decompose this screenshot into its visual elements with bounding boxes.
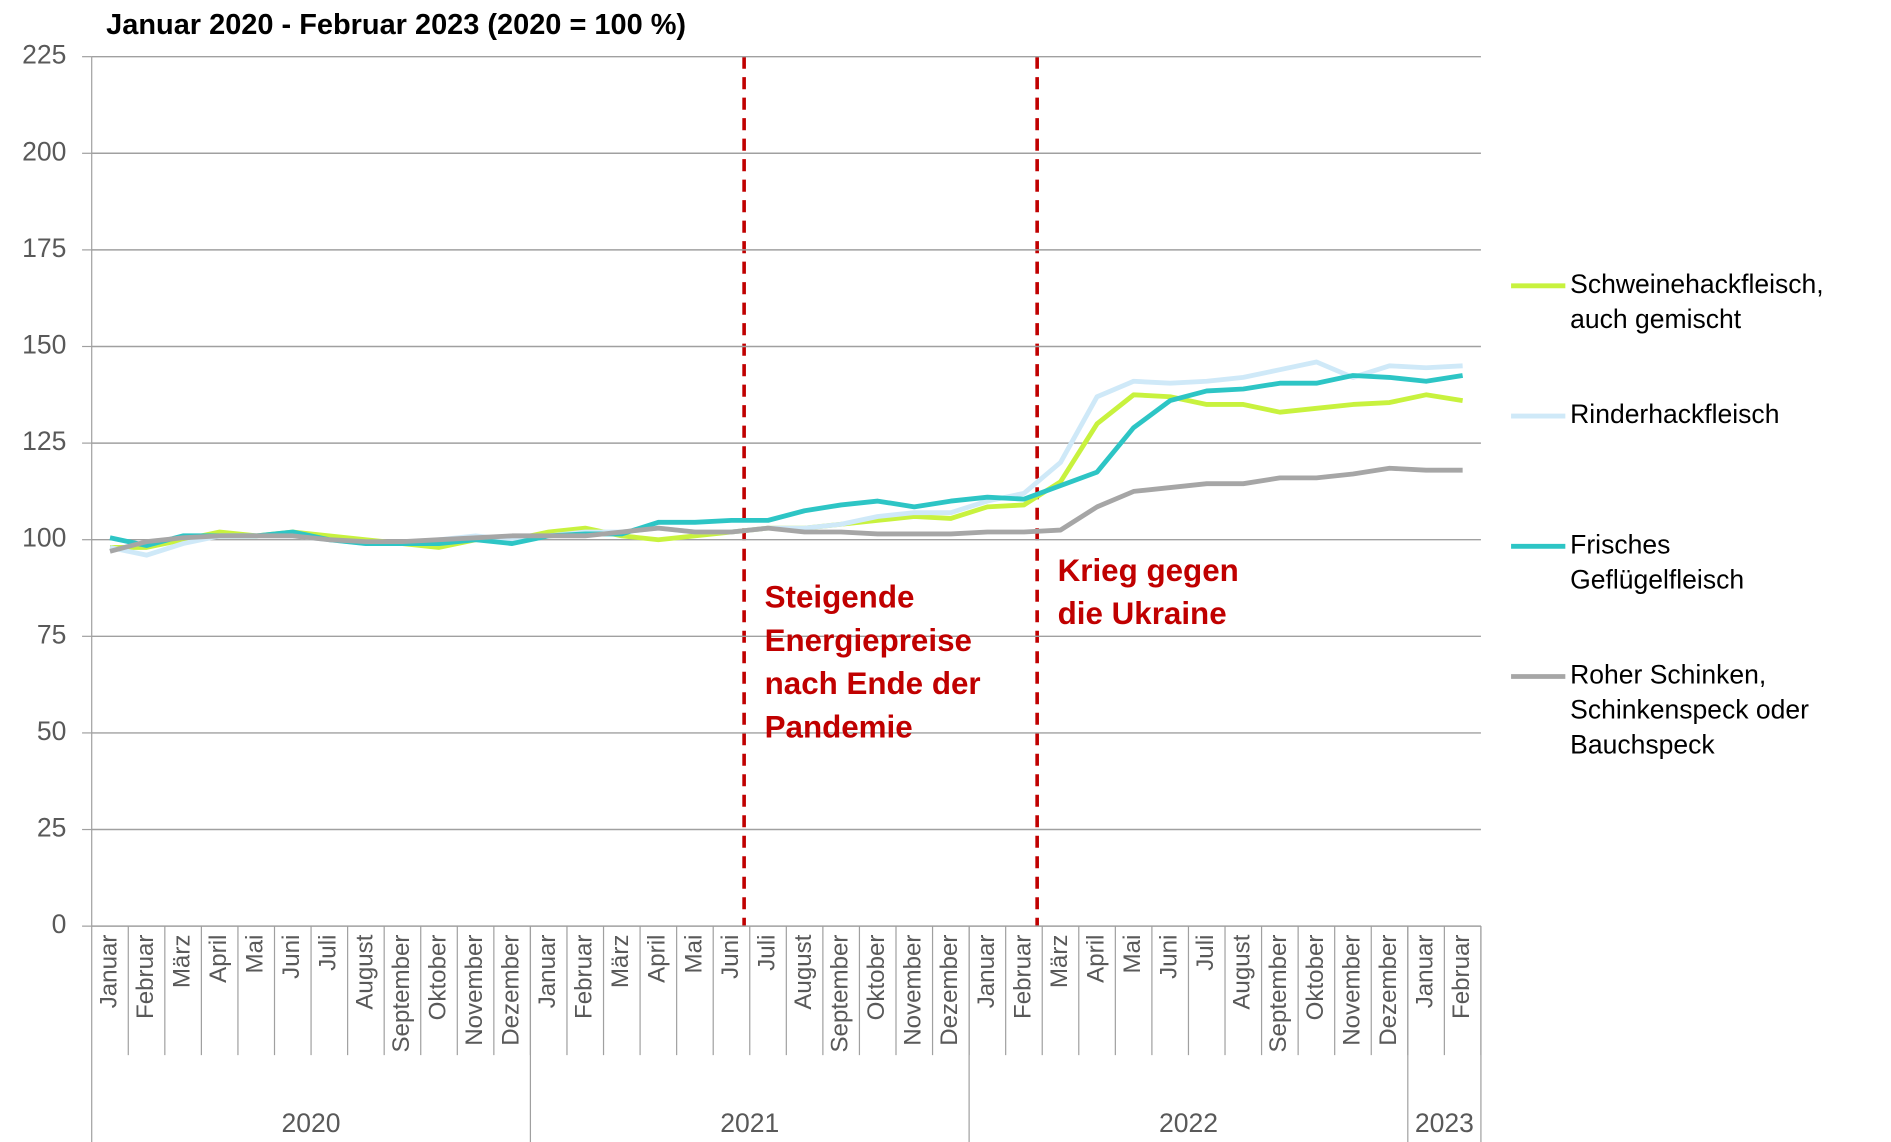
- annotation: Steigende Energiepreise nach Ende der Pande…: [765, 580, 981, 745]
- x-tick-label: Januar: [973, 935, 1000, 1009]
- x-tick-label: Juli: [1192, 935, 1219, 971]
- x-group-label: 2023: [1415, 1108, 1474, 1138]
- x-tick-label: Juni: [717, 935, 744, 979]
- x-tick-label: März: [607, 935, 634, 989]
- x-group-label: 2020: [282, 1108, 341, 1138]
- legend-label: Rinderhackfleisch: [1570, 399, 1779, 429]
- x-tick-label: September: [827, 935, 854, 1053]
- x-tick-label: Januar: [1411, 935, 1438, 1009]
- x-tick-label: Januar: [95, 935, 122, 1009]
- y-tick-label: 0: [52, 909, 67, 939]
- x-tick-label: Mai: [242, 935, 269, 974]
- x-tick-label: September: [1265, 935, 1292, 1053]
- x-tick-label: November: [461, 935, 488, 1046]
- legend-label: Roher Schinken, Schinkenspeck oder Bauchsp…: [1570, 660, 1809, 760]
- x-tick-label: Juni: [1156, 935, 1183, 979]
- x-group-label: 2021: [720, 1108, 779, 1138]
- legend-label: Schweinehackfleisch, auch gemischt: [1570, 269, 1824, 334]
- x-tick-label: August: [351, 934, 378, 1009]
- x-tick-label: Dezember: [498, 935, 525, 1046]
- y-tick-label: 225: [22, 40, 66, 70]
- x-tick-label: Oktober: [1302, 935, 1329, 1021]
- x-tick-label: Dezember: [936, 935, 963, 1046]
- x-tick-label: August: [790, 934, 817, 1009]
- x-tick-label: März: [168, 935, 195, 989]
- x-tick-label: November: [1338, 935, 1365, 1046]
- series-line: [109, 465, 1463, 554]
- x-tick-label: April: [205, 935, 232, 983]
- x-tick-label: November: [900, 935, 927, 1046]
- x-tick-label: Februar: [1009, 935, 1036, 1019]
- y-tick-label: 50: [37, 716, 66, 746]
- x-tick-label: Oktober: [424, 935, 451, 1021]
- chart-title: Januar 2020 - Februar 2023 (2020 = 100 %…: [106, 9, 686, 41]
- x-tick-label: Februar: [1448, 935, 1475, 1019]
- x-tick-label: August: [1229, 934, 1256, 1009]
- x-tick-label: Februar: [132, 935, 159, 1019]
- x-tick-label: September: [388, 935, 415, 1053]
- x-tick-label: April: [1082, 935, 1109, 983]
- y-tick-label: 200: [22, 136, 66, 166]
- y-tick-label: 100: [22, 523, 66, 553]
- x-tick-label: März: [1046, 935, 1073, 989]
- y-tick-label: 25: [37, 813, 66, 843]
- y-tick-label: 75: [37, 619, 66, 649]
- x-tick-label: Juni: [278, 935, 305, 979]
- series-line: [109, 359, 1463, 558]
- x-tick-label: Oktober: [863, 935, 890, 1021]
- x-tick-label: Dezember: [1375, 935, 1402, 1046]
- x-group-label: 2022: [1159, 1108, 1218, 1138]
- y-tick-label: 125: [22, 426, 66, 456]
- x-tick-label: Juli: [753, 935, 780, 971]
- x-tick-label: Februar: [571, 935, 598, 1019]
- y-tick-label: 150: [22, 330, 66, 360]
- series-line: [109, 373, 1464, 548]
- series-line: [109, 392, 1464, 550]
- x-tick-label: Mai: [680, 935, 707, 974]
- legend-label: Frisches Geflügelfleisch: [1570, 529, 1744, 594]
- x-tick-label: April: [644, 935, 671, 983]
- x-tick-label: Juli: [315, 935, 342, 971]
- x-tick-label: Januar: [534, 935, 561, 1009]
- x-tick-label: Mai: [1119, 935, 1146, 974]
- y-tick-label: 175: [22, 233, 66, 263]
- annotation: Krieg gegen die Ukraine: [1058, 553, 1239, 631]
